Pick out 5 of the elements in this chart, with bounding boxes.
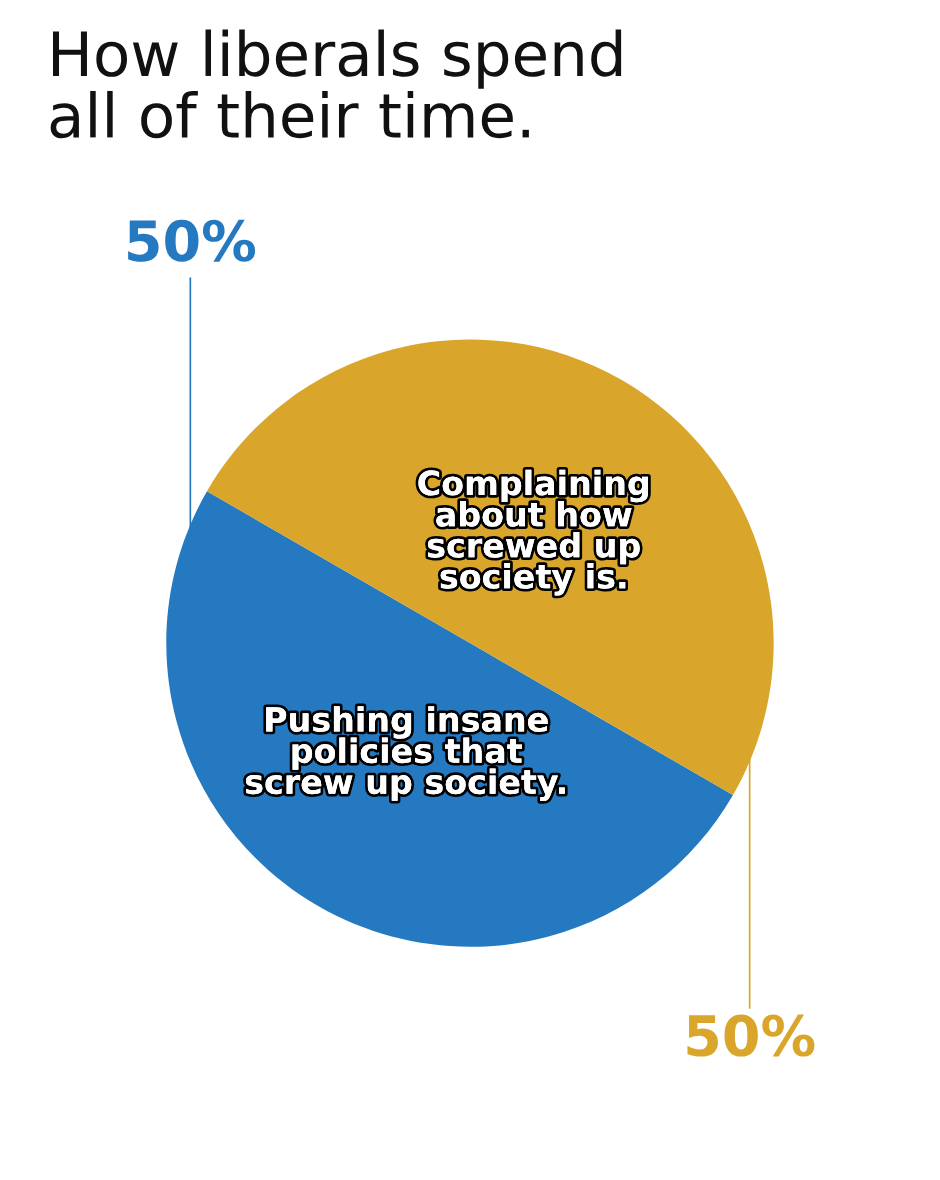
slice-label: Complaining about how screwed up society is. bbox=[418, 469, 648, 596]
chart-title: How liberals spend all of their time. bbox=[50, 29, 622, 139]
slice-label: Pushing insane policies that screw up society. bbox=[245, 706, 565, 801]
data-label: 50% bbox=[128, 219, 256, 262]
data-label: 50% bbox=[687, 1014, 815, 1057]
